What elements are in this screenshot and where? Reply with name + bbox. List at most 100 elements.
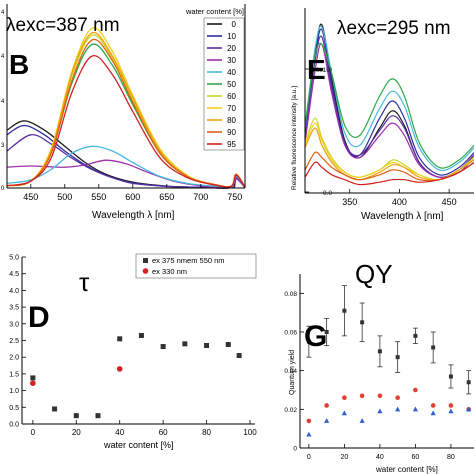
panel-b-y-tick-fragment-0: 4 — [1, 10, 5, 16]
panel-d-legend-square-marker — [143, 258, 148, 263]
panel-b-legend-label-20: 20 — [227, 44, 236, 53]
panel-d-y-tick-label-1.0: 1.0 — [9, 388, 19, 395]
panel-d-y-tick-label-4.0: 4.0 — [9, 288, 19, 295]
panel-d-legend-circle-marker — [142, 268, 149, 274]
panel-d-point-s0-5 — [138, 332, 144, 338]
panel-g-point-s0-2 — [342, 308, 347, 313]
panel-g-x-tick-label-40: 40 — [376, 454, 384, 461]
panel-b-legend-label-30: 30 — [227, 56, 236, 65]
panel-g-point-s1-1 — [324, 403, 329, 408]
panel-g-x-tick-label-20: 20 — [340, 454, 348, 461]
panel-e-curves — [304, 23, 474, 186]
panel-e-y-label: Relative fluorescence intensity [a.u.] — [291, 86, 298, 190]
panel-g-point-s1-6 — [413, 387, 418, 393]
panel-d-x-tick-label-60: 60 — [159, 428, 168, 437]
panel-g-y-tick-label-0.06: 0.06 — [284, 330, 297, 337]
panel-g-point-s0-6 — [413, 333, 418, 338]
panel-d-legend-box — [135, 253, 257, 279]
panel-b-legend: water content [%] 0 10 20 30 40 50 60 70 80 90 95 — [185, 7, 245, 151]
panel-d-legend-label-0: ex 375 nmem 550 nm — [152, 256, 225, 265]
panel-b-y-tick-fragment-2: 4 — [1, 99, 5, 105]
panel-b-y-tick-fragment-3: 3 — [1, 143, 5, 149]
panel-b-x-tick-label-750: 750 — [227, 192, 242, 202]
panel-g-point-s1-5 — [395, 395, 400, 401]
panel-b-legend-label-50: 50 — [227, 80, 236, 89]
panel-d-y-tick-label-1.5: 1.5 — [9, 371, 19, 378]
panel-g-point-s0-7 — [431, 345, 436, 350]
panel-d-point-s0-1 — [52, 406, 58, 412]
panel-g-quantum-yield: 0 0.02 0.04 0.06 0.08 0 20 40 60 80 QY G water c… — [284, 259, 474, 474]
panel-b-curve-95 — [6, 54, 246, 188]
panel-b-legend-label-60: 60 — [227, 92, 236, 101]
panel-g-point-s0-8 — [448, 374, 453, 379]
panel-b-x-tick-label-500: 500 — [57, 192, 72, 202]
panel-e-curve-70 — [304, 122, 474, 181]
panel-d-point-s0-6 — [160, 344, 166, 350]
panel-d-y-tick-label-3.5: 3.5 — [9, 305, 19, 312]
panel-d-x-ticks: 0 20 40 60 80 100 — [31, 420, 257, 437]
panel-g-points — [306, 285, 472, 437]
panel-b-y-tick-fragments: 4 4 4 3 0 — [1, 10, 5, 192]
panel-d-points — [30, 332, 242, 419]
panel-d-point-s0-2 — [73, 413, 79, 419]
panel-b-x-tick-label-600: 600 — [125, 192, 140, 202]
panel-g-point-s2-6 — [412, 406, 419, 412]
panel-e-curve-40 — [304, 25, 474, 172]
panel-d-point-s0-7 — [182, 341, 188, 347]
panel-b-x-tick-label-650: 650 — [159, 192, 174, 202]
panel-d-point-s0-3 — [95, 413, 101, 419]
panel-d-point-s0-4 — [117, 336, 123, 342]
panel-d-label: D — [28, 301, 50, 334]
panel-g-point-s0-3 — [360, 320, 365, 325]
panel-b-x-tick-label-550: 550 — [91, 192, 106, 202]
panel-g-point-s1-0 — [306, 418, 312, 424]
panel-b-legend-label-70: 70 — [227, 104, 236, 113]
panel-g-y-label: Quantum yield — [289, 350, 296, 395]
panel-d-lifetime: 0.0 0.5 1.0 1.5 2.0 2.5 3.0 3.5 4.0 4.5 5.0 0 20 40 6… — [9, 253, 257, 450]
panel-e-annotation: λexc=295 nm — [337, 18, 451, 39]
panel-e-x-tick-label-400: 400 — [392, 197, 407, 207]
panel-b-x-ticks: 450 500 550 600 650 700 750 — [23, 184, 242, 202]
panel-d-point-s1-1 — [116, 366, 123, 372]
panel-g-point-s2-3 — [359, 418, 365, 423]
panel-d-legend: ex 375 nmem 550 nm ex 330 nm — [135, 253, 257, 279]
panel-b-x-tick-label-700: 700 — [193, 192, 208, 202]
panel-g-label: G — [304, 320, 327, 353]
panel-g-point-s0-0 — [306, 339, 311, 344]
panel-g-point-s1-4 — [377, 393, 383, 399]
panel-e-curve-95 — [304, 161, 474, 186]
panel-g-x-tick-label-80: 80 — [447, 454, 455, 461]
panel-e-x-tick-label-350: 350 — [342, 197, 357, 207]
panel-d-x-tick-label-20: 20 — [72, 428, 81, 437]
panel-e-x-ticks: 350 400 450 — [342, 189, 457, 207]
panel-e-y-ticks: 0.0 5.0x10³ — [305, 67, 333, 197]
panel-g-point-s0-5 — [395, 355, 400, 360]
panel-g-point-s0-1 — [324, 330, 329, 334]
panel-g-point-s1-3 — [359, 393, 365, 399]
panel-d-x-tick-label-40: 40 — [115, 428, 124, 437]
panel-d-y-tick-label-3.0: 3.0 — [9, 321, 19, 328]
panel-e-x-label: Wavelength λ [nm] — [361, 211, 444, 222]
panel-g-point-s0-4 — [377, 349, 382, 354]
panel-d-y-tick-label-5.0: 5.0 — [9, 255, 19, 262]
panel-d-x-tick-label-0: 0 — [31, 428, 36, 437]
panel-b-x-tick-label-450: 450 — [23, 192, 38, 202]
panel-g-point-s1-7 — [430, 403, 436, 408]
panel-g-x-ticks: 0 20 40 60 80 — [307, 444, 455, 461]
panel-g-point-s2-9 — [466, 406, 472, 412]
panel-b-label: B — [9, 49, 29, 80]
panel-d-point-s0-0 — [30, 375, 36, 381]
panel-e-y-tick-label-1: 5.0x10³ — [310, 67, 333, 74]
panel-g-x-label: water content [%] — [375, 465, 438, 474]
panel-g-title: QY — [355, 259, 393, 289]
panel-d-title: τ — [79, 267, 90, 297]
panel-g-y-tick-label-0.02: 0.02 — [284, 407, 297, 414]
panel-b-legend-label-90: 90 — [227, 128, 236, 137]
panel-d-x-tick-label-100: 100 — [243, 428, 257, 437]
panel-g-y-tick-label-0.04: 0.04 — [284, 368, 297, 375]
panel-d-y-tick-label-2.5: 2.5 — [9, 338, 19, 345]
panel-b-legend-label-40: 40 — [227, 68, 236, 77]
panel-b-curves — [6, 27, 246, 189]
panel-g-point-s1-2 — [342, 395, 347, 401]
